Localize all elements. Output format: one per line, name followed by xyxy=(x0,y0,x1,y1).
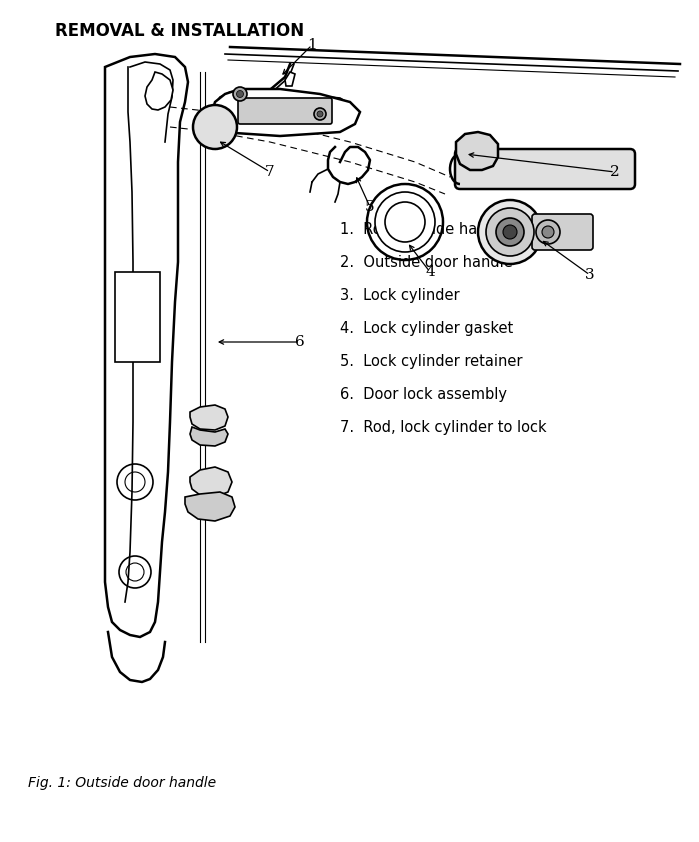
Text: 7.  Rod, lock cylinder to lock: 7. Rod, lock cylinder to lock xyxy=(340,420,547,435)
Text: REMOVAL & INSTALLATION: REMOVAL & INSTALLATION xyxy=(55,22,304,40)
Text: 4: 4 xyxy=(425,265,435,279)
Polygon shape xyxy=(105,54,188,637)
Circle shape xyxy=(542,226,554,238)
Circle shape xyxy=(317,111,323,117)
Text: 5: 5 xyxy=(365,200,375,214)
Circle shape xyxy=(496,218,524,246)
Text: 1: 1 xyxy=(307,38,317,52)
Circle shape xyxy=(236,90,243,98)
Text: 6.  Door lock assembly: 6. Door lock assembly xyxy=(340,387,507,402)
Text: 5.  Lock cylinder retainer: 5. Lock cylinder retainer xyxy=(340,354,522,369)
Circle shape xyxy=(314,108,326,120)
Polygon shape xyxy=(185,492,235,521)
Text: 3: 3 xyxy=(585,268,595,282)
Circle shape xyxy=(478,200,542,264)
Circle shape xyxy=(375,192,435,252)
Polygon shape xyxy=(212,92,355,134)
Text: 3.  Lock cylinder: 3. Lock cylinder xyxy=(340,288,460,303)
Text: 1.  Rod, outside handle to lock: 1. Rod, outside handle to lock xyxy=(340,222,563,237)
Text: Fig. 1: Outside door handle: Fig. 1: Outside door handle xyxy=(28,776,216,790)
Text: 6: 6 xyxy=(295,335,305,349)
Polygon shape xyxy=(210,89,360,136)
Text: 2: 2 xyxy=(610,165,620,179)
FancyBboxPatch shape xyxy=(238,98,332,124)
Circle shape xyxy=(486,208,534,256)
Polygon shape xyxy=(456,132,498,170)
Circle shape xyxy=(503,225,517,239)
Text: 7: 7 xyxy=(265,165,275,179)
Polygon shape xyxy=(190,405,228,430)
Text: 2.  Outside door handle: 2. Outside door handle xyxy=(340,255,513,270)
Polygon shape xyxy=(285,72,295,86)
FancyBboxPatch shape xyxy=(532,214,593,250)
Polygon shape xyxy=(115,272,160,362)
Polygon shape xyxy=(190,427,228,446)
Circle shape xyxy=(193,105,237,149)
Polygon shape xyxy=(190,467,232,497)
Circle shape xyxy=(536,220,560,244)
Circle shape xyxy=(233,87,247,101)
Text: 4.  Lock cylinder gasket: 4. Lock cylinder gasket xyxy=(340,321,513,336)
FancyBboxPatch shape xyxy=(455,149,635,189)
Polygon shape xyxy=(145,72,173,110)
